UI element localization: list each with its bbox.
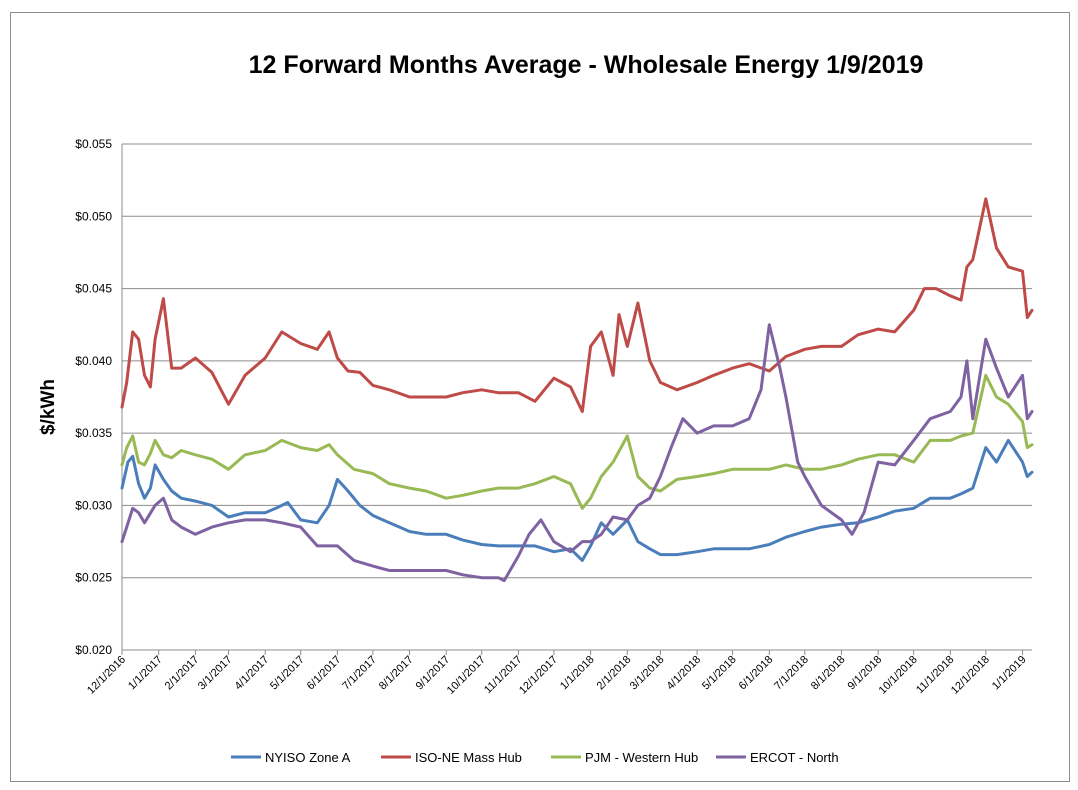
series-line bbox=[120, 373, 1034, 510]
legend-label: ISO-NE Mass Hub bbox=[415, 750, 522, 765]
line-chart: 12 Forward Months Average - Wholesale En… bbox=[38, 51, 1034, 765]
series-line bbox=[120, 323, 1034, 583]
x-tick-label: 1/1/2018 bbox=[558, 654, 597, 693]
y-tick-labels: $0.020 $0.025 $0.030 $0.035 $0.040 $0.045 $0.0… bbox=[75, 137, 112, 657]
x-tick-labels: 12/1/20161/1/20172/1/20173/1/20174/1/201… bbox=[85, 654, 1029, 697]
y-tick-label: $0.025 bbox=[75, 571, 112, 585]
x-tick-label: 10/1/2017 bbox=[445, 654, 488, 697]
x-tick-label: 5/1/2017 bbox=[268, 654, 307, 693]
x-tick-label: 1/1/2019 bbox=[990, 654, 1029, 693]
legend-label: ERCOT - North bbox=[750, 750, 839, 765]
chart-title: 12 Forward Months Average - Wholesale En… bbox=[249, 51, 924, 79]
legend: NYISO Zone A ISO-NE Mass Hub PJM - Western… bbox=[231, 750, 839, 765]
x-tick-label: 8/1/2017 bbox=[377, 654, 416, 693]
x-tick-label: 4/1/2017 bbox=[233, 654, 272, 693]
x-tick-label: 4/1/2018 bbox=[664, 654, 703, 693]
x-tick-label: 7/1/2018 bbox=[772, 654, 811, 693]
gridlines bbox=[122, 143, 1032, 651]
x-tick-label: 7/1/2017 bbox=[340, 654, 379, 693]
x-tick-label: 2/1/2018 bbox=[595, 654, 634, 693]
y-axis-label: $/kWh bbox=[38, 379, 59, 435]
x-tick-label: 1/1/2017 bbox=[126, 654, 165, 693]
x-tick-label: 3/1/2018 bbox=[628, 654, 667, 693]
x-tick-label: 12/1/2016 bbox=[85, 654, 128, 697]
y-tick-label: $0.030 bbox=[75, 498, 112, 512]
x-tick-label: 12/1/2017 bbox=[517, 654, 560, 697]
x-tick-label: 5/1/2018 bbox=[700, 654, 739, 693]
axes bbox=[121, 144, 1024, 655]
y-tick-label: $0.020 bbox=[75, 643, 112, 657]
legend-label: NYISO Zone A bbox=[265, 750, 351, 765]
y-tick-label: $0.055 bbox=[75, 137, 112, 151]
series-line bbox=[120, 197, 1034, 413]
x-tick-label: 6/1/2018 bbox=[737, 654, 776, 693]
x-tick-label: 3/1/2017 bbox=[196, 654, 235, 693]
y-tick-label: $0.045 bbox=[75, 282, 112, 296]
x-tick-label: 10/1/2018 bbox=[877, 654, 920, 697]
x-tick-label: 12/1/2018 bbox=[949, 654, 992, 697]
x-tick-label: 8/1/2018 bbox=[809, 654, 848, 693]
x-tick-label: 2/1/2017 bbox=[163, 654, 202, 693]
chart-frame: 12 Forward Months Average - Wholesale En… bbox=[10, 12, 1070, 782]
y-tick-label: $0.035 bbox=[75, 426, 112, 440]
series-line bbox=[120, 438, 1034, 562]
legend-label: PJM - Western Hub bbox=[585, 750, 698, 765]
y-tick-label: $0.050 bbox=[75, 209, 112, 223]
series-lines bbox=[120, 197, 1034, 583]
y-tick-label: $0.040 bbox=[75, 354, 112, 368]
x-tick-label: 6/1/2017 bbox=[305, 654, 344, 693]
